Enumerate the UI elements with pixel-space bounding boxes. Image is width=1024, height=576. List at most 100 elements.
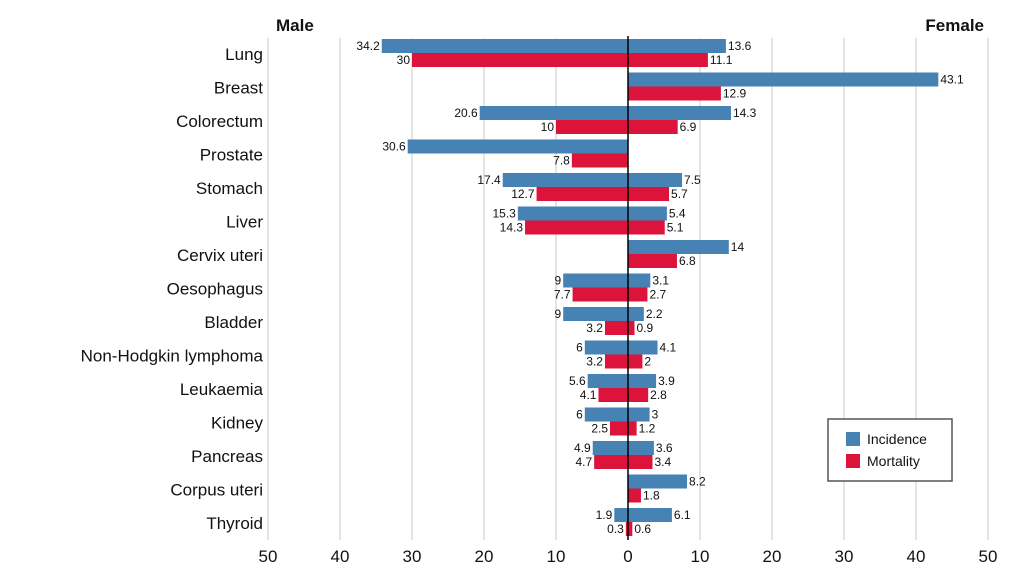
bar-female-incidence-leukaemia <box>628 374 657 388</box>
bar-female-incidence-colorectum <box>628 106 731 120</box>
value-label-female-incidence: 14.3 <box>733 106 757 120</box>
value-label-male-mortality: 4.7 <box>575 455 592 469</box>
bar-female-mortality-non-hodgkin-lymphoma <box>628 354 643 369</box>
value-label-female-mortality: 0.6 <box>634 522 651 536</box>
value-label-male-mortality: 7.8 <box>553 154 570 168</box>
value-label-male-mortality: 2.5 <box>591 422 608 436</box>
bar-male-incidence-stomach <box>502 173 628 187</box>
bar-female-mortality-leukaemia <box>628 388 649 402</box>
bar-male-mortality-non-hodgkin-lymphoma <box>604 354 628 369</box>
bar-male-incidence-bladder <box>563 307 628 321</box>
value-label-female-incidence: 6.1 <box>674 508 691 522</box>
bar-female-incidence-liver <box>628 206 667 221</box>
category-label-non-hodgkin-lymphoma: Non-Hodgkin lymphoma <box>81 347 264 366</box>
x-tick-label: 10 <box>547 547 566 566</box>
value-label-female-mortality: 6.9 <box>680 120 697 134</box>
bar-female-mortality-oesophagus <box>628 287 648 302</box>
value-label-female-mortality: 3.4 <box>654 455 671 469</box>
bar-female-mortality-colorectum <box>628 120 678 134</box>
bar-male-mortality-lung <box>412 53 628 67</box>
value-label-female-incidence: 7.5 <box>684 173 701 187</box>
bar-male-incidence-colorectum <box>479 106 628 120</box>
category-label-oesophagus: Oesophagus <box>167 280 263 299</box>
bar-female-mortality-liver <box>628 220 665 235</box>
value-label-male-incidence: 9 <box>555 307 562 321</box>
value-label-male-mortality: 12.7 <box>511 187 535 201</box>
bar-female-incidence-pancreas <box>628 441 654 455</box>
category-label-leukaemia: Leukaemia <box>180 380 264 399</box>
bar-male-mortality-bladder <box>604 321 628 335</box>
x-tick-label: 20 <box>763 547 782 566</box>
value-label-female-incidence: 3 <box>652 408 659 422</box>
bar-male-mortality-leukaemia <box>598 388 628 402</box>
value-label-male-mortality: 3.2 <box>586 355 603 369</box>
value-label-male-incidence: 15.3 <box>492 207 516 221</box>
bar-male-mortality-prostate <box>571 153 628 168</box>
category-label-colorectum: Colorectum <box>176 112 263 131</box>
value-label-female-mortality: 0.9 <box>636 321 653 335</box>
bar-male-incidence-lung <box>381 39 628 53</box>
bar-female-mortality-breast <box>628 86 721 101</box>
value-label-male-mortality: 3.2 <box>586 321 603 335</box>
bar-female-incidence-oesophagus <box>628 273 651 288</box>
bar-female-mortality-cervix-uteri <box>628 254 677 268</box>
x-tick-label: 10 <box>691 547 710 566</box>
category-label-kidney: Kidney <box>211 414 263 433</box>
bar-female-incidence-lung <box>628 39 726 53</box>
value-label-male-mortality: 0.3 <box>607 522 624 536</box>
bar-male-mortality-stomach <box>536 187 628 201</box>
value-label-male-incidence: 6 <box>576 341 583 355</box>
category-label-liver: Liver <box>226 213 263 232</box>
value-label-female-incidence: 14 <box>731 240 745 254</box>
value-label-female-mortality: 5.7 <box>671 187 688 201</box>
category-label-lung: Lung <box>225 45 263 64</box>
value-label-female-mortality: 2.7 <box>649 288 666 302</box>
x-tick-label: 40 <box>331 547 350 566</box>
bar-female-incidence-non-hodgkin-lymphoma <box>628 340 658 355</box>
female-panel-title: Female <box>925 16 984 35</box>
value-label-female-incidence: 43.1 <box>940 73 964 87</box>
legend: Incidence Mortality <box>827 418 953 482</box>
bar-female-incidence-corpus-uteri <box>628 474 688 489</box>
x-tick-label: 30 <box>403 547 422 566</box>
bar-male-incidence-pancreas <box>592 441 628 455</box>
category-label-thyroid: Thyroid <box>206 514 263 533</box>
bar-male-incidence-kidney <box>584 407 628 422</box>
value-label-male-mortality: 30 <box>397 53 411 67</box>
value-label-male-mortality: 10 <box>541 120 555 134</box>
category-label-stomach: Stomach <box>196 179 263 198</box>
value-label-female-mortality: 2.8 <box>650 388 667 402</box>
category-label-breast: Breast <box>214 79 263 98</box>
x-tick-label: 0 <box>623 547 632 566</box>
bar-female-mortality-thyroid <box>628 522 633 536</box>
bar-female-incidence-bladder <box>628 307 644 321</box>
value-label-female-mortality: 1.8 <box>643 489 660 503</box>
value-label-male-incidence: 17.4 <box>477 173 501 187</box>
x-tick-label: 40 <box>907 547 926 566</box>
value-label-male-incidence: 30.6 <box>382 140 406 154</box>
bars <box>381 39 939 536</box>
bar-male-mortality-pancreas <box>594 455 628 469</box>
bar-female-mortality-pancreas <box>628 455 653 469</box>
value-label-male-incidence: 34.2 <box>356 39 380 53</box>
bar-male-incidence-liver <box>517 206 628 221</box>
value-label-male-incidence: 1.9 <box>596 508 613 522</box>
category-label-corpus-uteri: Corpus uteri <box>170 481 263 500</box>
x-tick-label: 30 <box>835 547 854 566</box>
legend-label-mortality: Mortality <box>867 453 920 469</box>
legend-swatch-incidence <box>846 432 860 446</box>
category-label-bladder: Bladder <box>204 313 263 332</box>
value-label-male-incidence: 6 <box>576 408 583 422</box>
value-label-female-incidence: 2.2 <box>646 307 663 321</box>
bar-female-incidence-stomach <box>628 173 682 187</box>
x-tick-label: 50 <box>259 547 278 566</box>
bar-female-mortality-lung <box>628 53 708 67</box>
bar-male-incidence-leukaemia <box>587 374 628 388</box>
bar-male-incidence-oesophagus <box>563 273 628 288</box>
value-label-female-mortality: 11.1 <box>710 53 733 67</box>
bar-female-mortality-stomach <box>628 187 670 201</box>
bar-male-mortality-kidney <box>610 421 628 436</box>
legend-label-incidence: Incidence <box>867 431 927 447</box>
bar-female-mortality-corpus-uteri <box>628 488 641 503</box>
